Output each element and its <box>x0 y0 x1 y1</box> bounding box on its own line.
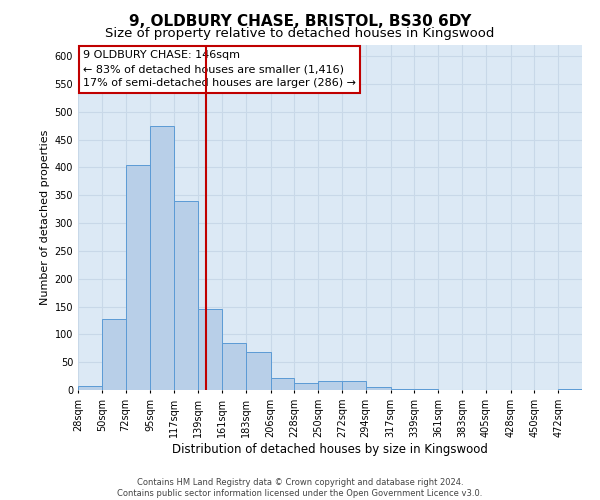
Text: Size of property relative to detached houses in Kingswood: Size of property relative to detached ho… <box>106 28 494 40</box>
X-axis label: Distribution of detached houses by size in Kingswood: Distribution of detached houses by size … <box>172 442 488 456</box>
Bar <box>318 381 342 390</box>
Bar <box>342 381 365 390</box>
Bar <box>365 387 391 390</box>
Bar <box>78 386 102 390</box>
Bar <box>174 201 198 390</box>
Text: 9, OLDBURY CHASE, BRISTOL, BS30 6DY: 9, OLDBURY CHASE, BRISTOL, BS30 6DY <box>129 14 471 29</box>
Bar <box>245 352 271 390</box>
Text: Contains HM Land Registry data © Crown copyright and database right 2024.
Contai: Contains HM Land Registry data © Crown c… <box>118 478 482 498</box>
Bar <box>198 310 222 390</box>
Bar <box>558 389 582 390</box>
Bar <box>222 342 245 390</box>
Y-axis label: Number of detached properties: Number of detached properties <box>40 130 50 305</box>
Text: 9 OLDBURY CHASE: 146sqm
← 83% of detached houses are smaller (1,416)
17% of semi: 9 OLDBURY CHASE: 146sqm ← 83% of detache… <box>83 50 356 88</box>
Bar <box>271 378 295 390</box>
Bar <box>102 320 125 390</box>
Bar <box>151 126 174 390</box>
Bar <box>125 164 151 390</box>
Bar <box>295 384 318 390</box>
